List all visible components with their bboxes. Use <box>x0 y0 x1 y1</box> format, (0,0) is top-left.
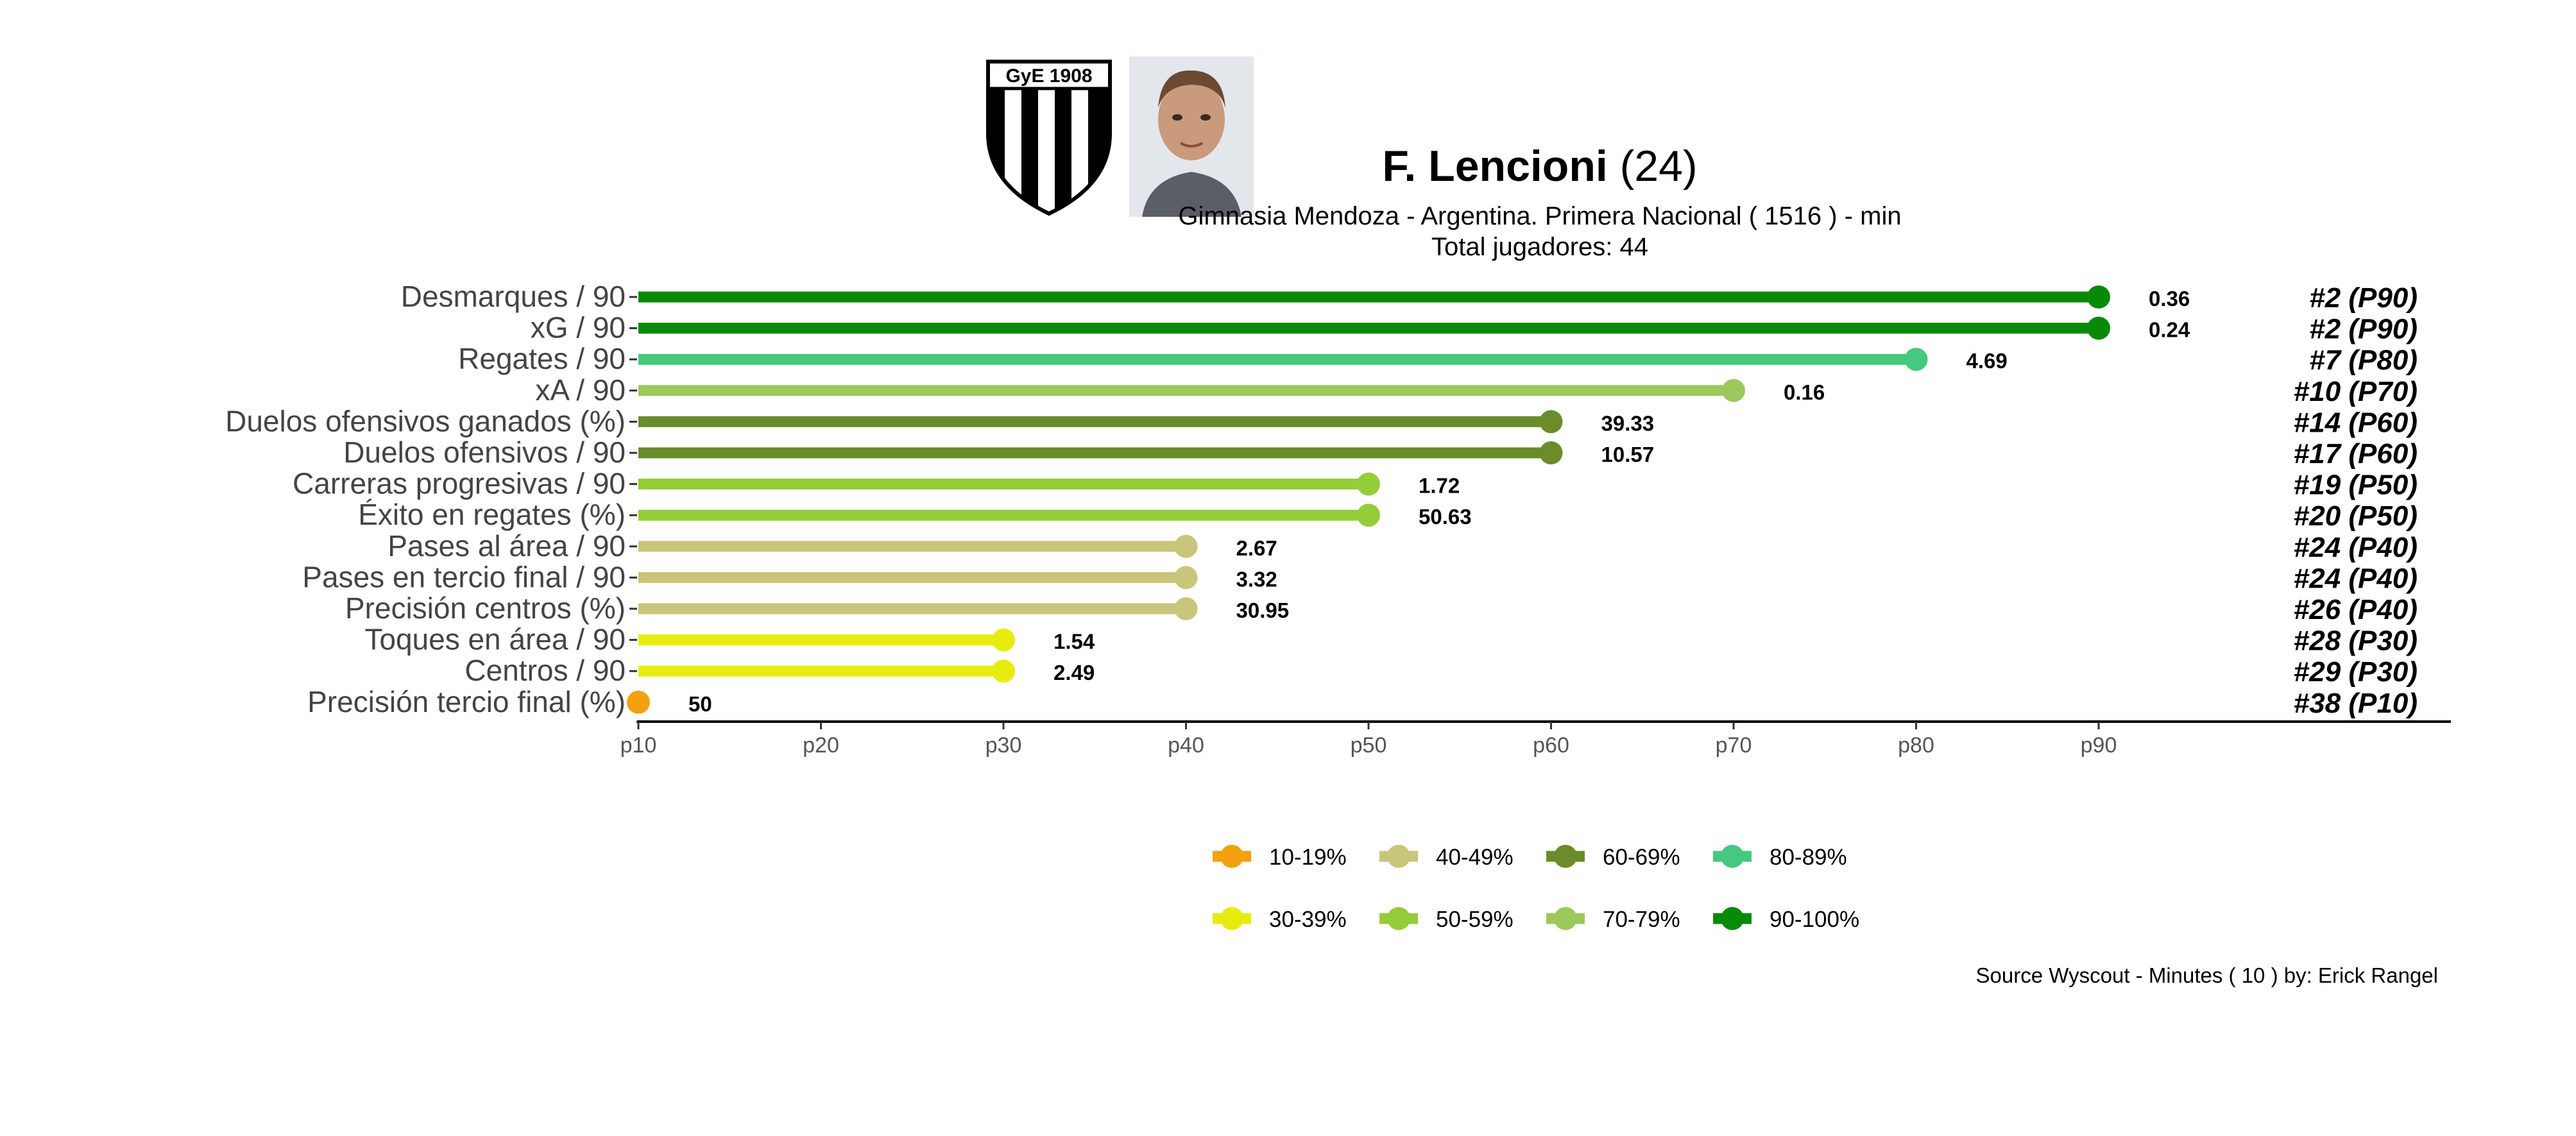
lollipop-dot <box>992 628 1015 652</box>
value-label: 50.63 <box>1419 505 1472 529</box>
rank-label: #10 (P70) <box>2294 376 2418 407</box>
rank-label: #17 (P60) <box>2294 438 2418 470</box>
value-label: 10.57 <box>1601 443 1655 466</box>
lollipop-dot <box>1357 472 1380 496</box>
legend-swatch-dot <box>1554 907 1577 930</box>
total-players: Total jugadores: 44 <box>1431 233 1648 261</box>
lollipop-dot <box>2087 316 2110 340</box>
value-label: 0.16 <box>1784 380 1825 404</box>
lollipop-dot <box>2087 285 2110 309</box>
legend-label: 90-100% <box>1770 907 1859 932</box>
y-category-label: Duelos ofensivos / 90 <box>343 436 626 469</box>
value-label: 0.24 <box>2149 318 2190 342</box>
rank-label: #24 (P40) <box>2294 532 2418 563</box>
y-category-label: Pases en tercio final / 90 <box>302 560 626 593</box>
legend-swatch-dot <box>1554 845 1577 868</box>
legend-label: 70-79% <box>1603 907 1680 932</box>
y-category-label: Precisión tercio final (%) <box>307 685 626 718</box>
rank-label: #14 (P60) <box>2294 407 2418 438</box>
legend-label: 50-59% <box>1436 907 1514 932</box>
x-tick-label: p50 <box>1351 733 1387 758</box>
rank-label: #29 (P30) <box>2294 656 2418 688</box>
y-category-label: Toques en área / 90 <box>364 623 626 656</box>
x-tick-label: p40 <box>1168 733 1204 758</box>
lollipop-dot <box>1904 348 1928 371</box>
y-category-label: Éxito en regates (%) <box>358 498 626 531</box>
value-label: 39.33 <box>1601 411 1655 435</box>
player-name: F. Lencioni <box>1382 142 1608 191</box>
player-age: (24) <box>1619 142 1698 191</box>
value-label: 1.54 <box>1053 630 1095 654</box>
value-label: 3.32 <box>1236 567 1277 591</box>
rank-label: #24 (P40) <box>2294 563 2418 594</box>
rank-label: #28 (P30) <box>2294 625 2418 657</box>
value-label: 1.72 <box>1419 474 1460 498</box>
legend-label: 10-19% <box>1269 845 1347 870</box>
value-label: 4.69 <box>1966 349 2008 373</box>
rank-label: #19 (P50) <box>2294 470 2418 501</box>
rank-label: #26 (P40) <box>2294 594 2418 625</box>
legend-label: 60-69% <box>1603 845 1680 870</box>
lollipop-dot <box>1539 441 1563 464</box>
legend-swatch-dot <box>1387 845 1410 868</box>
x-tick-label: p60 <box>1533 733 1569 758</box>
x-tick-label: p70 <box>1716 733 1752 758</box>
value-label: 30.95 <box>1236 598 1290 622</box>
player-photo <box>1129 56 1254 217</box>
y-category-label: xA / 90 <box>535 373 626 407</box>
lollipop-dot <box>1174 597 1198 620</box>
rank-label: #38 (P10) <box>2294 688 2418 719</box>
legend-swatch-dot <box>1220 845 1243 868</box>
legend-swatch-dot <box>1721 907 1744 930</box>
legend-swatch-dot <box>1721 845 1744 868</box>
value-label: 0.36 <box>2149 287 2190 310</box>
y-category-label: Pases al área / 90 <box>388 529 626 563</box>
x-tick-label: p30 <box>985 733 1022 758</box>
source-caption: Source Wyscout - Minutes ( 10 ) by: Eric… <box>1975 963 2438 987</box>
chart-title: F. Lencioni (24) <box>1027 141 2053 191</box>
lollipop-dot <box>1174 566 1198 589</box>
club-crest-logo: GyE 1908 <box>986 60 1112 216</box>
value-label: 50 <box>688 692 712 716</box>
legend-label: 80-89% <box>1770 845 1847 870</box>
lollipop-dot <box>1357 504 1380 527</box>
x-tick-label: p90 <box>2081 733 2117 758</box>
legend-label: 30-39% <box>1269 907 1347 932</box>
value-label: 2.49 <box>1053 661 1095 684</box>
lollipop-dot <box>627 690 650 714</box>
y-category-label: Carreras progresivas / 90 <box>293 467 626 500</box>
lollipop-dot <box>1722 378 1745 402</box>
y-category-label: Centros / 90 <box>465 654 626 687</box>
chart-subtitle: Gimnasia Mendoza - Argentina. Primera Na… <box>1178 202 1902 230</box>
rank-label: #20 (P50) <box>2294 500 2418 532</box>
lollipop-dot <box>992 659 1015 683</box>
y-category-label: Regates / 90 <box>458 342 626 375</box>
rank-label: #2 (P90) <box>2309 314 2418 345</box>
x-tick-label: p80 <box>1898 733 1934 758</box>
rank-label: #2 (P90) <box>2309 282 2418 314</box>
x-tick-label: p20 <box>803 733 839 758</box>
legend-label: 40-49% <box>1436 845 1514 870</box>
legend-swatch-dot <box>1387 907 1410 930</box>
y-category-label: Duelos ofensivos ganados (%) <box>225 404 626 437</box>
crest-text: GyE 1908 <box>1005 65 1092 87</box>
y-category-label: xG / 90 <box>531 311 626 344</box>
x-tick-label: p10 <box>620 733 657 758</box>
lollipop-dot <box>1539 410 1563 434</box>
legend-swatch-dot <box>1220 907 1243 930</box>
y-category-label: Desmarques / 90 <box>401 280 626 313</box>
rank-label: #7 (P80) <box>2309 344 2418 376</box>
y-category-label: Precisión centros (%) <box>345 591 626 625</box>
lollipop-dot <box>1174 534 1198 558</box>
value-label: 2.67 <box>1236 536 1277 560</box>
